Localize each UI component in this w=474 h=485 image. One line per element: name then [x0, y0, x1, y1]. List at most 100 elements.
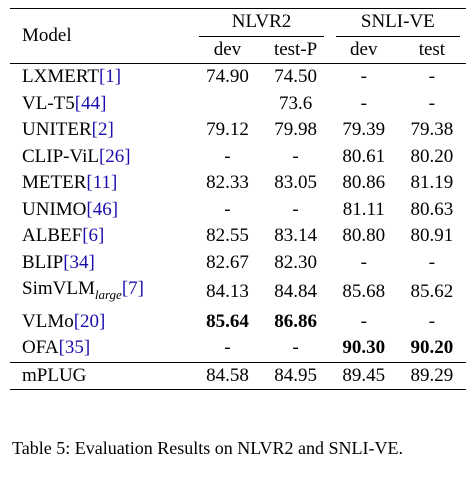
value-cell: - [360, 92, 367, 114]
model-cell: LXMERT[1] [10, 64, 193, 91]
value-cell: 79.39 [342, 119, 386, 140]
header-col-nlvr2-test-p: test-P [273, 38, 318, 60]
value-cell: - [224, 337, 231, 358]
table-row: LXMERT[1] 74.90 74.50 - - [10, 63, 466, 91]
value-cell: 82.67 [206, 251, 249, 273]
model-name: METER [22, 172, 87, 193]
model-cell-mplug: mPLUG [22, 364, 87, 386]
model-name: VL-T5 [22, 92, 75, 114]
table-caption: Table 5: Evaluation Results on NLVR2 and… [12, 438, 404, 458]
value-cell: 80.80 [342, 225, 386, 246]
citation-link: [20] [73, 310, 106, 332]
value-cell: 79.98 [274, 119, 317, 140]
citation-link: [7] [121, 278, 144, 299]
value-cell: 84.58 [206, 364, 249, 386]
header-model: Model [22, 24, 72, 46]
header-col-snli-test: test [418, 38, 446, 60]
value-cell: 79.38 [410, 119, 454, 140]
header-group-nlvr2: NLVR2 [193, 9, 329, 37]
citation-link: [2] [91, 119, 114, 140]
table-row: VL-T5[44] 73.6 - - [10, 91, 466, 118]
model-name: SimVLM [22, 278, 95, 299]
header-group-snli-ve: SNLI-VE [330, 9, 466, 37]
model-cell: SimVLMlarge[7] [10, 276, 193, 309]
model-cell: OFA[35] [10, 335, 193, 362]
value-cell: 84.84 [274, 281, 317, 302]
citation-link: [46] [86, 198, 119, 220]
value-cell: - [292, 145, 299, 167]
value-cell: 81.11 [342, 198, 385, 220]
model-cell: UNITER[2] [10, 117, 193, 144]
value-cell: - [292, 198, 299, 220]
value-cell: - [360, 310, 367, 332]
value-cell: 83.14 [274, 225, 317, 246]
value-cell: 74.50 [274, 66, 317, 87]
value-cell: 80.86 [342, 172, 386, 193]
value-cell: 90.20 [410, 337, 454, 358]
value-cell: 80.61 [342, 145, 386, 167]
model-cell: BLIP[34] [10, 250, 193, 277]
value-cell: 82.30 [274, 251, 317, 273]
value-cell: - [428, 66, 436, 87]
table-row-final: mPLUG 84.58 84.95 89.45 89.29 [10, 362, 466, 390]
model-name: OFA [22, 337, 59, 358]
value-cell: - [360, 66, 367, 87]
table-row: VLMo[20] 85.64 86.86 - - [10, 309, 466, 336]
header-col-snli-dev: dev [350, 38, 378, 60]
header-group-nlvr2-label: NLVR2 [199, 9, 324, 37]
value-cell: 82.33 [206, 172, 249, 193]
table-row: METER[11] 82.33 83.05 80.86 81.19 [10, 170, 466, 197]
table-row: ALBEF[6] 82.55 83.14 80.80 80.91 [10, 223, 466, 250]
value-cell: - [428, 92, 436, 114]
citation-link: [44] [74, 92, 107, 114]
table-row: OFA[35] - - 90.30 90.20 [10, 335, 466, 362]
value-cell: 85.62 [410, 281, 454, 302]
model-cell: UNIMO[46] [10, 197, 193, 224]
value-cell: 85.64 [206, 310, 249, 332]
value-cell: 86.86 [274, 310, 317, 332]
table-row: UNITER[2] 79.12 79.98 79.39 79.38 [10, 117, 466, 144]
citation-link: [35] [58, 337, 91, 358]
model-name: BLIP [22, 251, 64, 273]
model-name: CLIP-ViL [22, 145, 99, 167]
value-cell: 80.91 [410, 225, 454, 246]
table-row: BLIP[34] 82.67 82.30 - - [10, 250, 466, 277]
results-table-body: Model NLVR2 SNLI-VE dev test-P dev test … [10, 8, 466, 390]
model-cell: VL-T5[44] [10, 91, 193, 118]
value-cell: 80.63 [410, 198, 454, 220]
results-table: Model NLVR2 SNLI-VE dev test-P dev test … [10, 8, 466, 390]
citation-link: [11] [86, 172, 118, 193]
header-col-nlvr2-dev: dev [213, 38, 242, 60]
model-cell: VLMo[20] [10, 309, 193, 336]
value-cell: 80.20 [410, 145, 454, 167]
value-cell: - [428, 310, 436, 332]
model-subscript: large [94, 287, 122, 302]
value-cell [193, 91, 261, 118]
value-cell: 90.30 [342, 337, 386, 358]
table-row: SimVLMlarge[7] 84.13 84.84 85.68 85.62 [10, 276, 466, 309]
value-cell: 84.95 [274, 364, 317, 386]
value-cell: - [292, 337, 299, 358]
header-group-snli-ve-label: SNLI-VE [335, 9, 460, 37]
value-cell: 84.13 [206, 281, 249, 302]
model-cell: CLIP-ViL[26] [10, 144, 193, 171]
value-cell: 89.29 [410, 364, 454, 386]
value-cell: 82.55 [206, 225, 249, 246]
value-cell: - [428, 251, 436, 273]
value-cell: 73.6 [278, 92, 313, 114]
model-name: ALBEF [22, 225, 83, 246]
value-cell: 85.68 [342, 281, 386, 302]
model-cell: ALBEF[6] [10, 223, 193, 250]
value-cell: 79.12 [206, 119, 249, 140]
citation-link: [26] [98, 145, 131, 167]
citation-link: [34] [63, 251, 95, 273]
citation-link: [1] [98, 66, 122, 87]
model-name: UNIMO [22, 198, 87, 220]
table-row: UNIMO[46] - - 81.11 80.63 [10, 197, 466, 224]
value-cell: 89.45 [342, 364, 386, 386]
model-cell: METER[11] [10, 170, 193, 197]
model-name: VLMo [22, 310, 74, 332]
table-row: CLIP-ViL[26] - - 80.61 80.20 [10, 144, 466, 171]
citation-link: [6] [82, 225, 105, 246]
value-cell: - [224, 198, 231, 220]
